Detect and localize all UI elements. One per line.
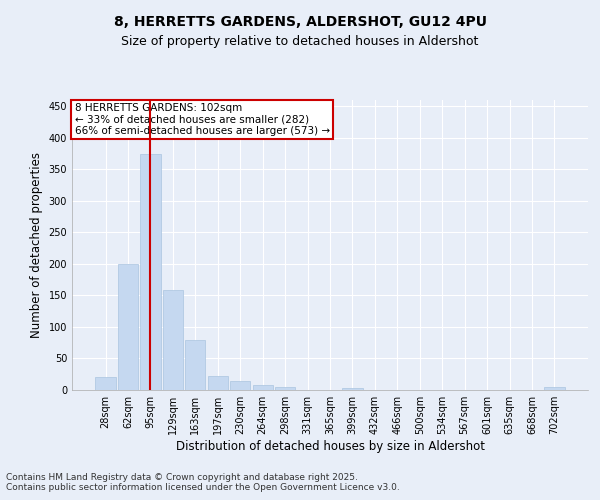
Bar xyxy=(275,388,295,390)
Text: 8, HERRETTS GARDENS, ALDERSHOT, GU12 4PU: 8, HERRETTS GARDENS, ALDERSHOT, GU12 4PU xyxy=(113,15,487,29)
X-axis label: Distribution of detached houses by size in Aldershot: Distribution of detached houses by size … xyxy=(176,440,485,453)
Bar xyxy=(208,376,228,390)
Bar xyxy=(343,388,362,390)
Text: Size of property relative to detached houses in Aldershot: Size of property relative to detached ho… xyxy=(121,35,479,48)
Bar xyxy=(230,380,250,390)
Bar xyxy=(140,154,161,390)
Bar xyxy=(163,290,183,390)
Text: Contains HM Land Registry data © Crown copyright and database right 2025.
Contai: Contains HM Land Registry data © Crown c… xyxy=(6,473,400,492)
Bar xyxy=(118,264,138,390)
Y-axis label: Number of detached properties: Number of detached properties xyxy=(30,152,43,338)
Text: 8 HERRETTS GARDENS: 102sqm
← 33% of detached houses are smaller (282)
66% of sem: 8 HERRETTS GARDENS: 102sqm ← 33% of deta… xyxy=(74,103,330,136)
Bar xyxy=(95,378,116,390)
Bar xyxy=(185,340,205,390)
Bar xyxy=(253,385,273,390)
Bar xyxy=(544,388,565,390)
